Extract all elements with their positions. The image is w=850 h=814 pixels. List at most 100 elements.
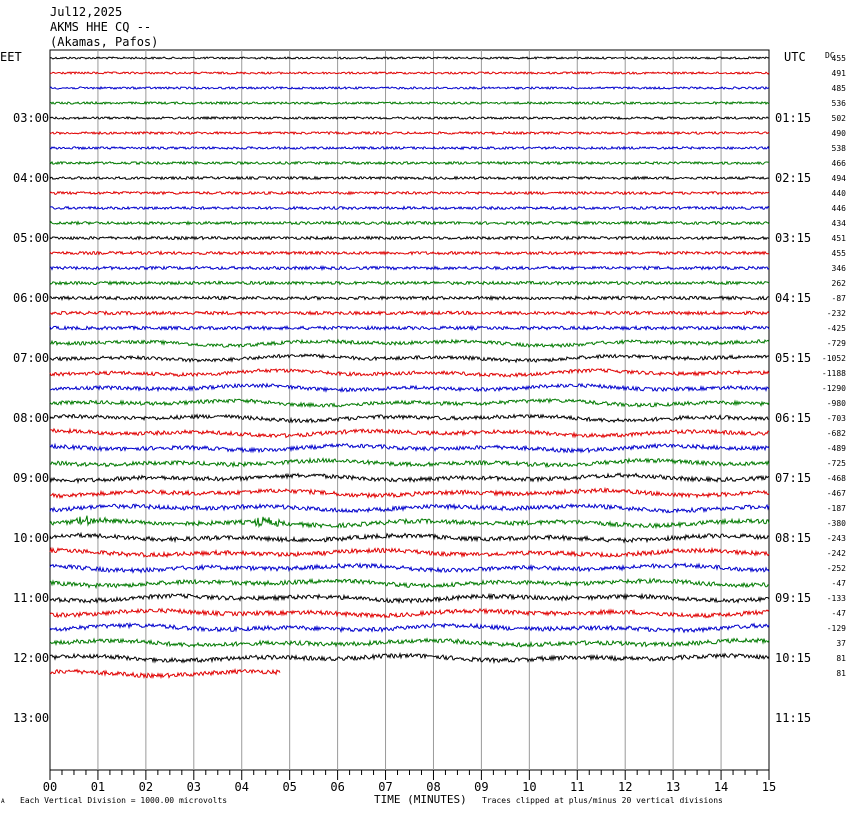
left-hour-label: 10:00: [13, 531, 49, 545]
right-timezone-label: UTC: [784, 50, 806, 64]
left-hour-label: 13:00: [13, 711, 49, 725]
dc-offset-label: -47: [832, 609, 847, 618]
station-location: (Akamas, Pafos): [50, 35, 158, 49]
x-tick-label: 02: [139, 780, 153, 794]
x-tick-label: 05: [282, 780, 296, 794]
dc-offset-label: 434: [832, 219, 847, 228]
x-tick-label: 12: [618, 780, 632, 794]
grid-layer: [49, 49, 770, 771]
dc-offset-label: 37: [836, 639, 846, 648]
dc-offset-label: -243: [827, 534, 846, 543]
trace-line: [49, 115, 770, 121]
trace-line: [49, 175, 770, 181]
dc-offset-label: 536: [832, 99, 847, 108]
dc-offset-label: 81: [836, 654, 846, 663]
clip-note: Traces clipped at plus/minus 20 vertical…: [482, 796, 723, 805]
right-hour-label: 10:15: [775, 651, 811, 665]
trace-line: [49, 607, 770, 619]
dc-offset-labels: 455 491 485 536 502 490 538 466 494 440 446 434 451 4…: [822, 54, 846, 678]
dc-offset-label: -468: [827, 474, 846, 483]
dc-offset-label: -380: [827, 519, 846, 528]
dc-offset-label: -187: [827, 504, 846, 513]
left-hour-labels: 03:00 04:00 05:00 06:00 07:00 08:00 09:00 10:00…: [13, 111, 49, 725]
scale-note: Each Vertical Division = 1000.00 microvo…: [20, 796, 227, 805]
trace-line: [49, 667, 281, 680]
trace-line: [49, 309, 770, 317]
left-hour-label: 06:00: [13, 291, 49, 305]
dc-offset-label: -467: [827, 489, 846, 498]
trace-line: [49, 250, 770, 256]
plot-frame: [49, 49, 770, 771]
trace-line: [49, 205, 770, 211]
x-tick-label: 09: [474, 780, 488, 794]
right-hour-label: 09:15: [775, 591, 811, 605]
x-tick-label: 10: [522, 780, 536, 794]
trace-line: [49, 294, 770, 302]
dc-offset-label: 538: [832, 144, 847, 153]
trace-line: [49, 160, 770, 166]
dc-offset-label: -489: [827, 444, 846, 453]
corner-mark: A: [1, 798, 5, 805]
trace-line: [49, 280, 770, 286]
left-timezone-label: EET: [0, 50, 22, 64]
left-hour-label: 08:00: [13, 411, 49, 425]
dc-offset-label: 451: [832, 234, 847, 243]
right-hour-label: 07:15: [775, 471, 811, 485]
dc-offset-label: -729: [827, 339, 846, 348]
left-hour-label: 09:00: [13, 471, 49, 485]
left-hour-label: 12:00: [13, 651, 49, 665]
right-hour-label: 11:15: [775, 711, 811, 725]
trace-line: [49, 652, 770, 665]
x-tick-label: 01: [91, 780, 105, 794]
trace-line: [49, 472, 770, 485]
x-tick-label: 11: [570, 780, 584, 794]
date-label: Jul12,2025: [50, 5, 122, 19]
right-hour-label: 01:15: [775, 111, 811, 125]
dc-offset-label: -133: [827, 594, 846, 603]
trace-line: [49, 442, 770, 454]
trace-line: [49, 382, 770, 393]
trace-line: [49, 100, 770, 106]
trace-line: [49, 637, 770, 649]
dc-offset-label: -1188: [822, 369, 846, 378]
trace-line: [49, 85, 770, 90]
left-hour-label: 03:00: [13, 111, 49, 125]
dc-offset-label: -47: [832, 579, 847, 588]
trace-line: [49, 324, 770, 332]
x-tick-label: 15: [762, 780, 776, 794]
x-tick-label: 13: [666, 780, 680, 794]
left-hour-label: 05:00: [13, 231, 49, 245]
dc-offset-label: 491: [832, 69, 847, 78]
trace-line: [49, 220, 770, 226]
dc-offset-label: 440: [832, 189, 847, 198]
dc-offset-label: -725: [827, 459, 846, 468]
trace-line: [49, 456, 770, 469]
dc-offset-label: 490: [832, 129, 847, 138]
dc-offset-label: -703: [827, 414, 846, 423]
trace-line: [49, 546, 770, 559]
dc-offset-label: -980: [827, 399, 846, 408]
trace-line: [49, 486, 770, 500]
trace-layer: [49, 55, 770, 680]
x-axis: 00 01 02 03 04 05 06 07 08 09 10 11 12 13 14 15: [43, 770, 776, 794]
trace-line: [49, 265, 770, 272]
dc-offset-label: -1052: [822, 354, 846, 363]
dc-offset-label: 346: [832, 264, 847, 273]
right-hour-labels: 01:15 02:15 03:15 04:15 05:15 06:15 07:15 08:15…: [775, 111, 811, 725]
trace-line: [49, 235, 770, 241]
trace-line: [49, 397, 770, 409]
dc-offset-label: -682: [827, 429, 846, 438]
dc-offset-label: 494: [832, 174, 847, 183]
dc-header-label: DC: [825, 51, 835, 60]
trace-line: [49, 413, 770, 424]
right-hour-label: 04:15: [775, 291, 811, 305]
dc-offset-label: -87: [832, 294, 847, 303]
dc-offset-label: -129: [827, 624, 846, 633]
trace-line: [49, 531, 770, 544]
dc-offset-label: 485: [832, 84, 847, 93]
right-hour-label: 02:15: [775, 171, 811, 185]
right-hour-label: 06:15: [775, 411, 811, 425]
trace-line: [49, 621, 770, 634]
trace-line: [49, 71, 770, 76]
